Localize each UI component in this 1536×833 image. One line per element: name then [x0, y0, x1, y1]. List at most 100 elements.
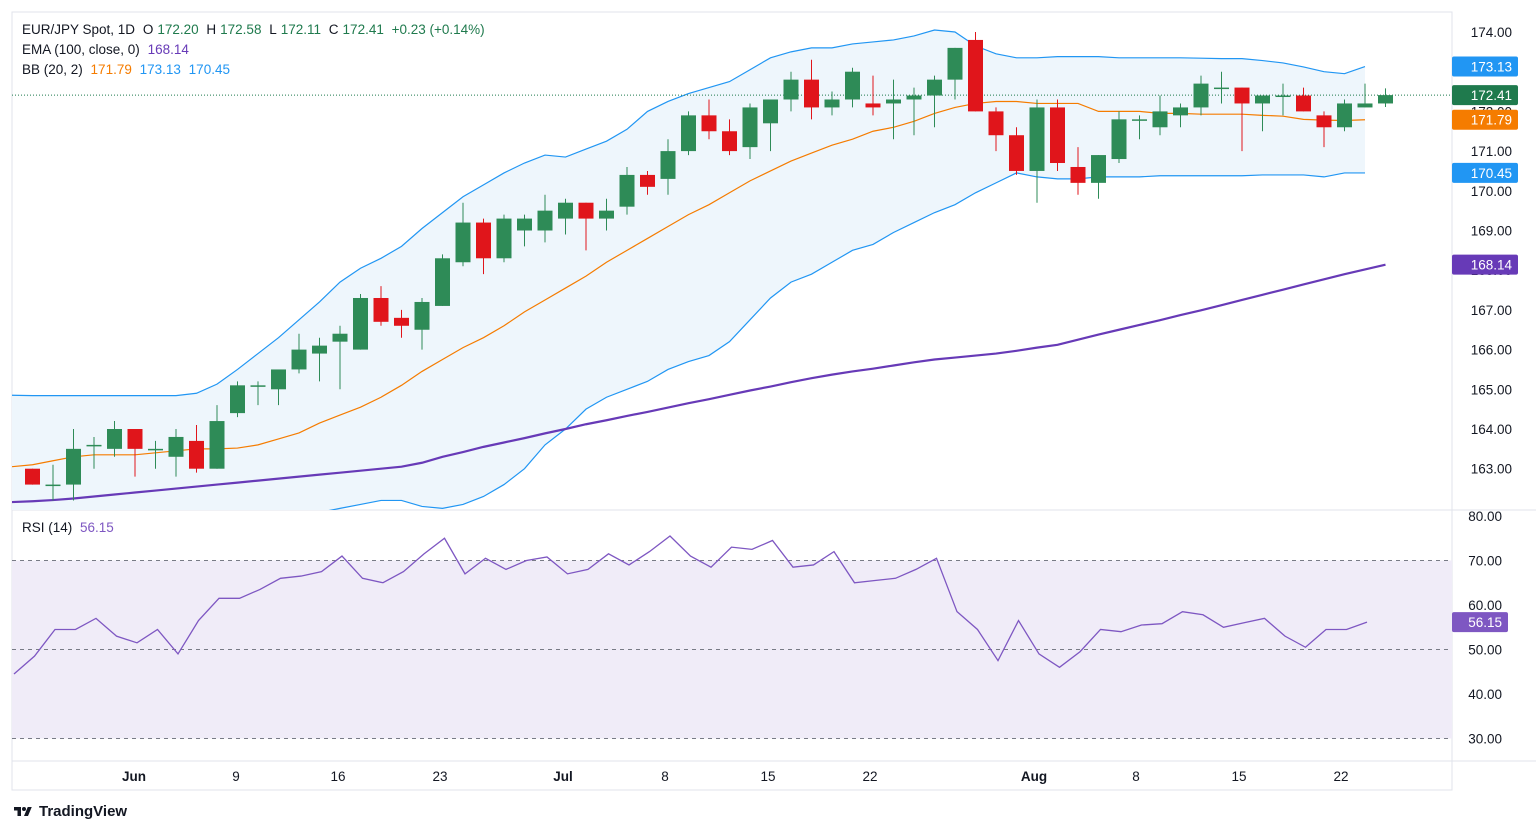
candle-body	[1296, 95, 1311, 112]
candle-body	[1050, 107, 1065, 164]
candle-body	[332, 333, 348, 342]
candle-body	[1132, 119, 1147, 121]
ema-line	[12, 263, 1386, 504]
bb-upper-price-label-bg	[1452, 56, 1518, 77]
candle-body	[845, 71, 860, 100]
price-pane	[12, 29, 1452, 510]
rsi-tick-label: 60.00	[1468, 598, 1502, 613]
legend-low: 172.11	[280, 22, 322, 37]
candle-body	[86, 444, 102, 447]
bb-lower-line	[328, 172, 1365, 510]
rsi-tick-label: 30.00	[1468, 732, 1502, 747]
candle-body	[722, 131, 737, 152]
bb-lower-price-label-bg	[1452, 162, 1518, 183]
x-tick-label: 9	[232, 769, 240, 784]
candle-body	[906, 95, 922, 100]
x-tick-label: Jun	[122, 769, 146, 784]
candle-body	[476, 222, 491, 259]
candle-body	[25, 468, 40, 485]
bb-mid-price-label-bg	[1452, 109, 1518, 130]
x-tick-label: 23	[432, 769, 447, 784]
candle-body	[455, 222, 471, 263]
rsi-pane	[12, 535, 1452, 739]
candle-body	[168, 436, 184, 457]
candle-body	[804, 79, 819, 108]
candle-body	[537, 210, 553, 231]
x-tick-label: 8	[1132, 769, 1140, 784]
rsi-tick-label: 80.00	[1468, 509, 1502, 524]
candle-body	[968, 39, 983, 112]
legend-open: 172.20	[157, 22, 199, 37]
legend-bb: BB (20, 2) 171.79 173.13 170.45	[22, 62, 230, 77]
legend-symbol: EUR/JPY Spot, 1D	[22, 22, 136, 37]
candle-body	[619, 174, 635, 207]
x-tick-label: Aug	[1021, 769, 1047, 784]
rsi-value-label-bg	[1452, 612, 1508, 633]
ema-price-label: 168.14	[1471, 258, 1513, 273]
price-tick-label: 165.00	[1471, 382, 1512, 397]
candle-body	[353, 297, 368, 350]
rsi-tick-label: 70.00	[1468, 554, 1502, 569]
brand-name: TradingView	[39, 803, 128, 820]
candle-body	[209, 421, 225, 469]
candle-body	[824, 99, 840, 108]
candle-body	[127, 429, 143, 449]
candle-body	[496, 218, 512, 259]
price-tick-label: 170.00	[1471, 184, 1512, 199]
candle-body	[783, 79, 799, 100]
legend-bb-upper: 173.13	[139, 62, 181, 77]
rsi-tick-label: 50.00	[1468, 643, 1502, 658]
candle-body	[763, 99, 778, 124]
candle-body	[865, 103, 881, 108]
candle-body	[1337, 103, 1352, 128]
bb-upper-line	[12, 29, 1366, 397]
candle-body	[742, 107, 758, 148]
legend-rsi: RSI (14) 56.15	[22, 520, 114, 535]
legend-rsi-value: 56.15	[80, 520, 114, 535]
candle-body	[947, 47, 963, 80]
candle-body	[1234, 87, 1250, 104]
candle-body	[1275, 95, 1291, 98]
last-price-label-bg	[1452, 85, 1518, 106]
candle-body	[1091, 155, 1106, 183]
candle-body	[66, 448, 81, 485]
candle-body	[660, 151, 676, 179]
bb-fill	[12, 30, 1365, 510]
price-tick-label: 164.00	[1471, 422, 1512, 437]
candle-body	[189, 440, 204, 469]
candle-body	[886, 99, 901, 104]
legend-ema: EMA (100, close, 0) 168.14	[22, 42, 189, 57]
candle-body	[1009, 135, 1024, 171]
legend-ohlc: EUR/JPY Spot, 1D O 172.20 H 172.58 L 172.11…	[22, 22, 485, 37]
candle-body	[414, 301, 430, 330]
candle-body	[373, 297, 389, 322]
candle-body	[578, 202, 594, 219]
tradingview-icon	[14, 806, 32, 816]
price-tick-label: 171.00	[1471, 144, 1512, 159]
candle-body	[701, 115, 717, 132]
legend-close: 172.41	[342, 22, 384, 37]
legend-bb-lower: 170.45	[188, 62, 230, 77]
candle-body	[558, 202, 573, 219]
rsi-value-label: 56.15	[1468, 615, 1502, 630]
x-tick-label: 8	[661, 769, 669, 784]
candle-body	[1378, 95, 1393, 104]
last-price-label: 172.41	[1471, 88, 1512, 103]
candle-body	[1111, 119, 1127, 160]
candle-body	[271, 369, 286, 390]
x-tick-label: 15	[760, 769, 775, 784]
tradingview-logo[interactable]: TradingView	[12, 803, 127, 820]
candle-body	[1193, 83, 1209, 108]
price-tick-label: 174.00	[1471, 25, 1512, 40]
candle-body	[1070, 166, 1086, 183]
price-tick-label: 163.00	[1471, 462, 1512, 477]
candle-body	[1152, 111, 1168, 128]
bb-mid-line	[12, 100, 1366, 468]
candle-body	[250, 385, 266, 387]
candle-body	[45, 484, 61, 487]
candle-body	[681, 115, 696, 152]
bb-lower-price-label: 170.45	[1471, 166, 1512, 181]
x-tick-label: Jul	[553, 769, 573, 784]
candle-body	[927, 79, 942, 96]
